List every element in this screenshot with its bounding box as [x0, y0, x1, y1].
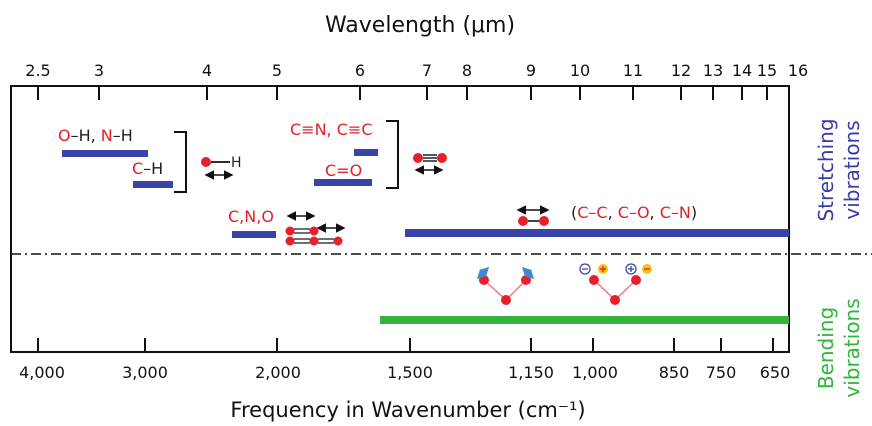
top-tick-label: 3: [94, 61, 104, 80]
stretching-label-line2: vibrations: [840, 120, 864, 219]
bottom-tick-label: 4,000: [19, 363, 65, 382]
plot-frame: [10, 85, 790, 353]
oh-nh-label: O–H, N–H: [58, 126, 133, 145]
top-tick-label: 8: [462, 61, 472, 80]
cumulated-bond-stretch-icon: [285, 211, 346, 246]
bottom-axis-title: Frequency in Wavenumber (cm⁻¹): [230, 398, 585, 422]
bending-label-line2: vibrations: [840, 298, 864, 397]
top-tick-labels: 2.5 3 4 5 6 7 8 9 10 11 12 13 14 15 16: [25, 61, 808, 80]
xh-stretch-icon: H: [201, 155, 242, 180]
triple-bond-label: C≡N, C≡C: [290, 120, 372, 139]
top-tick-label: 6: [355, 61, 365, 80]
single-bond-stretch-icon: [516, 205, 550, 226]
top-tick-label: 12: [671, 61, 691, 80]
bending-bar: [380, 316, 789, 324]
top-tick-label: 7: [422, 61, 432, 80]
ch-stretch-bar: [133, 181, 173, 188]
top-tick-label: 13: [703, 61, 723, 80]
multiple-bond-stretch-icon: [413, 153, 447, 175]
top-tick-label: 5: [272, 61, 282, 80]
bottom-tick-label: 1,500: [387, 363, 433, 382]
top-tick-label: 9: [526, 61, 536, 80]
single-bond-stretch-bar: [405, 229, 789, 237]
bottom-tick-label: 3,000: [122, 363, 168, 382]
top-axis-title: Wavelength (μm): [325, 13, 515, 38]
scissoring-bend-icon: [476, 266, 535, 305]
bottom-tick-labels: 4,000 3,000 2,000 1,500 1,150 1,000 850 …: [19, 363, 790, 382]
xh-group-bracket: [174, 131, 187, 193]
bottom-tick-label: 1,150: [508, 363, 554, 382]
ch-label: C–H: [132, 159, 163, 178]
carbonyl-label: C=O: [325, 161, 362, 180]
cumulated-atoms-label: C,N,O: [228, 207, 274, 226]
bottom-ticks: [37, 338, 774, 352]
top-tick-label: 4: [202, 61, 212, 80]
bending-label-line1: Bending: [814, 307, 838, 389]
top-tick-label: 10: [570, 61, 590, 80]
single-bond-label: (C–C, C–O, C–N): [571, 203, 697, 222]
carbonyl-stretch-bar: [314, 179, 372, 186]
bottom-tick-label: 750: [706, 363, 737, 382]
bottom-tick-label: 850: [659, 363, 690, 382]
stretching-label-line1: Stretching: [814, 118, 838, 221]
twisting-bend-icon: [579, 263, 652, 305]
top-tick-label: 2.5: [25, 61, 50, 80]
oh-nh-stretch-bar: [62, 150, 148, 157]
cumulated-stretch-bar: [232, 231, 276, 238]
top-tick-label: 15: [757, 61, 777, 80]
top-tick-label: 11: [623, 61, 643, 80]
h-atom-label: H: [231, 155, 242, 171]
bottom-tick-label: 1,000: [572, 363, 618, 382]
top-tick-label: 14: [732, 61, 752, 80]
top-tick-label: 16: [788, 61, 808, 80]
bottom-tick-label: 650: [760, 363, 791, 382]
multiple-bond-bracket: [386, 120, 399, 189]
top-ticks: [37, 86, 768, 100]
triple-bond-stretch-bar: [354, 149, 378, 156]
bottom-tick-label: 2,000: [255, 363, 301, 382]
